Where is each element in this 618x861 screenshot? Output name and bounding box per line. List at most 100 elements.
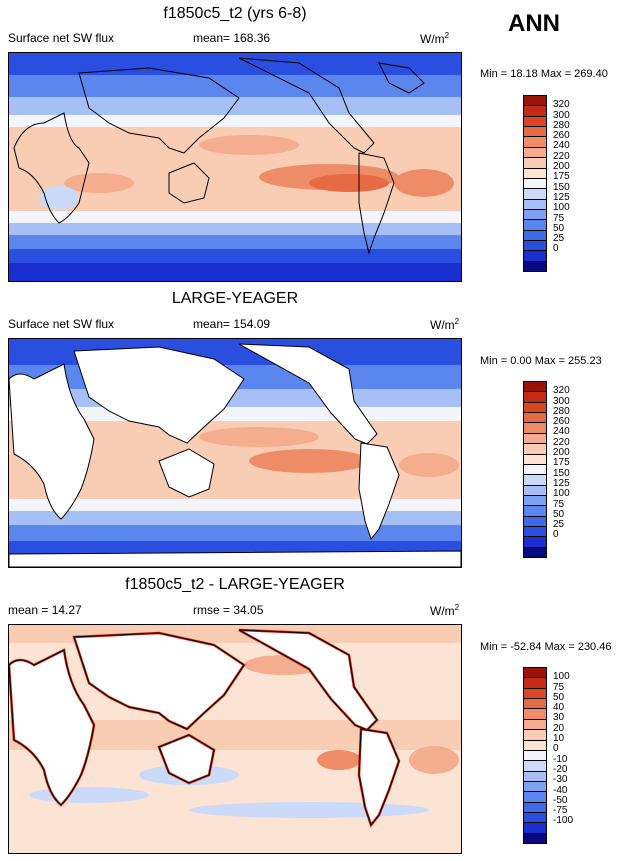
colorbar-tick-label: 25	[553, 233, 565, 245]
panel-1-mean-label: mean= 168.36	[193, 31, 271, 45]
colorbar-swatch	[524, 823, 546, 834]
colorbar-swatch	[524, 433, 546, 445]
colorbar-swatch	[524, 740, 546, 751]
colorbar-swatch	[524, 516, 546, 528]
colorbar-tick-label: 220	[553, 436, 570, 448]
colorbar-tick-label: -20	[553, 763, 568, 775]
colorbar-tick-label: 240	[553, 426, 570, 438]
colorbar-swatch	[524, 771, 546, 782]
colorbar-swatch	[524, 475, 546, 486]
colorbar-swatch	[524, 96, 546, 107]
colorbar-tick-label: 150	[553, 467, 570, 479]
colorbar-swatch	[524, 116, 546, 128]
panel-3-mean-label: mean = 14.27	[8, 603, 82, 617]
colorbar-tick-label: 175	[553, 457, 570, 469]
colorbar-swatch	[524, 537, 546, 548]
colorbar-tick-label: 50	[553, 508, 565, 520]
panel-1-units: W/m2	[420, 31, 450, 46]
panel-2-minmax: Min = 0.00 Max = 255.23	[480, 355, 602, 367]
colorbar-swatch	[524, 688, 546, 700]
colorbar-swatch	[524, 178, 546, 190]
colorbar-tick-label: -40	[553, 784, 568, 796]
panel-1-map	[8, 52, 462, 282]
colorbar-tick-label: 200	[553, 447, 570, 459]
colorbar-swatch	[524, 261, 546, 272]
colorbar-swatch	[524, 792, 546, 803]
colorbar-swatch	[524, 527, 546, 538]
panel-2-title: LARGE-YEAGER	[171, 290, 299, 307]
colorbar-tick-label: 200	[553, 161, 570, 173]
colorbar-tick-label: 50	[553, 222, 565, 234]
colorbar-swatch	[524, 230, 546, 242]
colorbar-tick-label: 260	[553, 416, 570, 428]
colorbar-tick-label: 240	[553, 140, 570, 152]
panel-1-minmax: Min = 18.18 Max = 269.40	[480, 68, 608, 80]
colorbar-swatch	[524, 392, 546, 403]
colorbar-tick-label: 220	[553, 150, 570, 162]
colorbar-swatch	[524, 158, 546, 169]
panel-2-variable-label: Surface net SW flux	[8, 317, 115, 331]
colorbar-tick-label: 320	[553, 385, 570, 397]
colorbar-tick-label: 260	[553, 130, 570, 142]
colorbar-tick-label: 0	[553, 743, 559, 755]
colorbar-swatch	[524, 189, 546, 200]
colorbar-swatch	[524, 464, 546, 476]
colorbar-tick-label: 75	[553, 681, 565, 693]
colorbar-tick-label: 175	[553, 171, 570, 183]
colorbar-swatch	[524, 699, 546, 710]
colorbar-swatch	[524, 127, 546, 138]
colorbar-tick-label: -10	[553, 753, 568, 765]
colorbar-swatch	[524, 444, 546, 455]
colorbar-tick-label: 100	[553, 202, 570, 214]
panel-2-colorbar	[523, 381, 547, 558]
colorbar-swatch	[524, 485, 546, 496]
colorbar-swatch	[524, 802, 546, 814]
colorbar-tick-label: 20	[553, 722, 565, 734]
panel-2-map	[8, 338, 462, 568]
season-label: ANN	[508, 10, 560, 37]
panel-2-mean-label: mean= 154.09	[193, 317, 271, 331]
colorbar-swatch	[524, 168, 546, 179]
colorbar-tick-label: 280	[553, 405, 570, 417]
colorbar-swatch	[524, 402, 546, 414]
colorbar-tick-label: 125	[553, 477, 570, 489]
colorbar-tick-label: 40	[553, 702, 565, 714]
colorbar-swatch	[524, 106, 546, 117]
colorbar-swatch	[524, 220, 546, 231]
colorbar-tick-label: 280	[553, 119, 570, 131]
colorbar-tick-label: 100	[553, 488, 570, 500]
colorbar-swatch	[524, 495, 546, 507]
panel-3-units: W/m2	[430, 603, 460, 618]
panel-1-variable-label: Surface net SW flux	[8, 31, 115, 45]
panel-3-rmse-label: rmse = 34.05	[193, 603, 264, 617]
colorbar-tick-label: 75	[553, 498, 565, 510]
colorbar-swatch	[524, 761, 546, 772]
colorbar-tick-label: -50	[553, 794, 568, 806]
colorbar-tick-label: 25	[553, 519, 565, 531]
colorbar-tick-label: 10	[553, 733, 565, 745]
panel-1-title: f1850c5_t2 (yrs 6-8)	[163, 5, 307, 22]
panel-2-units: W/m2	[430, 317, 460, 332]
colorbar-swatch	[524, 719, 546, 731]
colorbar-swatch	[524, 730, 546, 741]
colorbar-swatch	[524, 547, 546, 558]
colorbar-tick-label: 300	[553, 109, 570, 121]
colorbar-swatch	[524, 251, 546, 262]
colorbar-tick-label: 150	[553, 181, 570, 193]
colorbar-swatch	[524, 750, 546, 762]
panel-1-colorbar	[523, 95, 547, 272]
colorbar-swatch	[524, 137, 546, 148]
colorbar-tick-label: 75	[553, 212, 565, 224]
colorbar-tick-label: 0	[553, 529, 559, 541]
colorbar-tick-label: 300	[553, 395, 570, 407]
colorbar-swatch	[524, 678, 546, 689]
colorbar-swatch	[524, 241, 546, 252]
colorbar-tick-label: 50	[553, 691, 565, 703]
colorbar-swatch	[524, 413, 546, 424]
panel-3-map	[8, 624, 462, 854]
colorbar-tick-label: -30	[553, 774, 568, 786]
colorbar-swatch	[524, 668, 546, 679]
colorbar-swatch	[524, 454, 546, 465]
panel-3-minmax: Min = -52.84 Max = 230.46	[480, 641, 612, 653]
colorbar-tick-label: 100	[553, 671, 570, 683]
